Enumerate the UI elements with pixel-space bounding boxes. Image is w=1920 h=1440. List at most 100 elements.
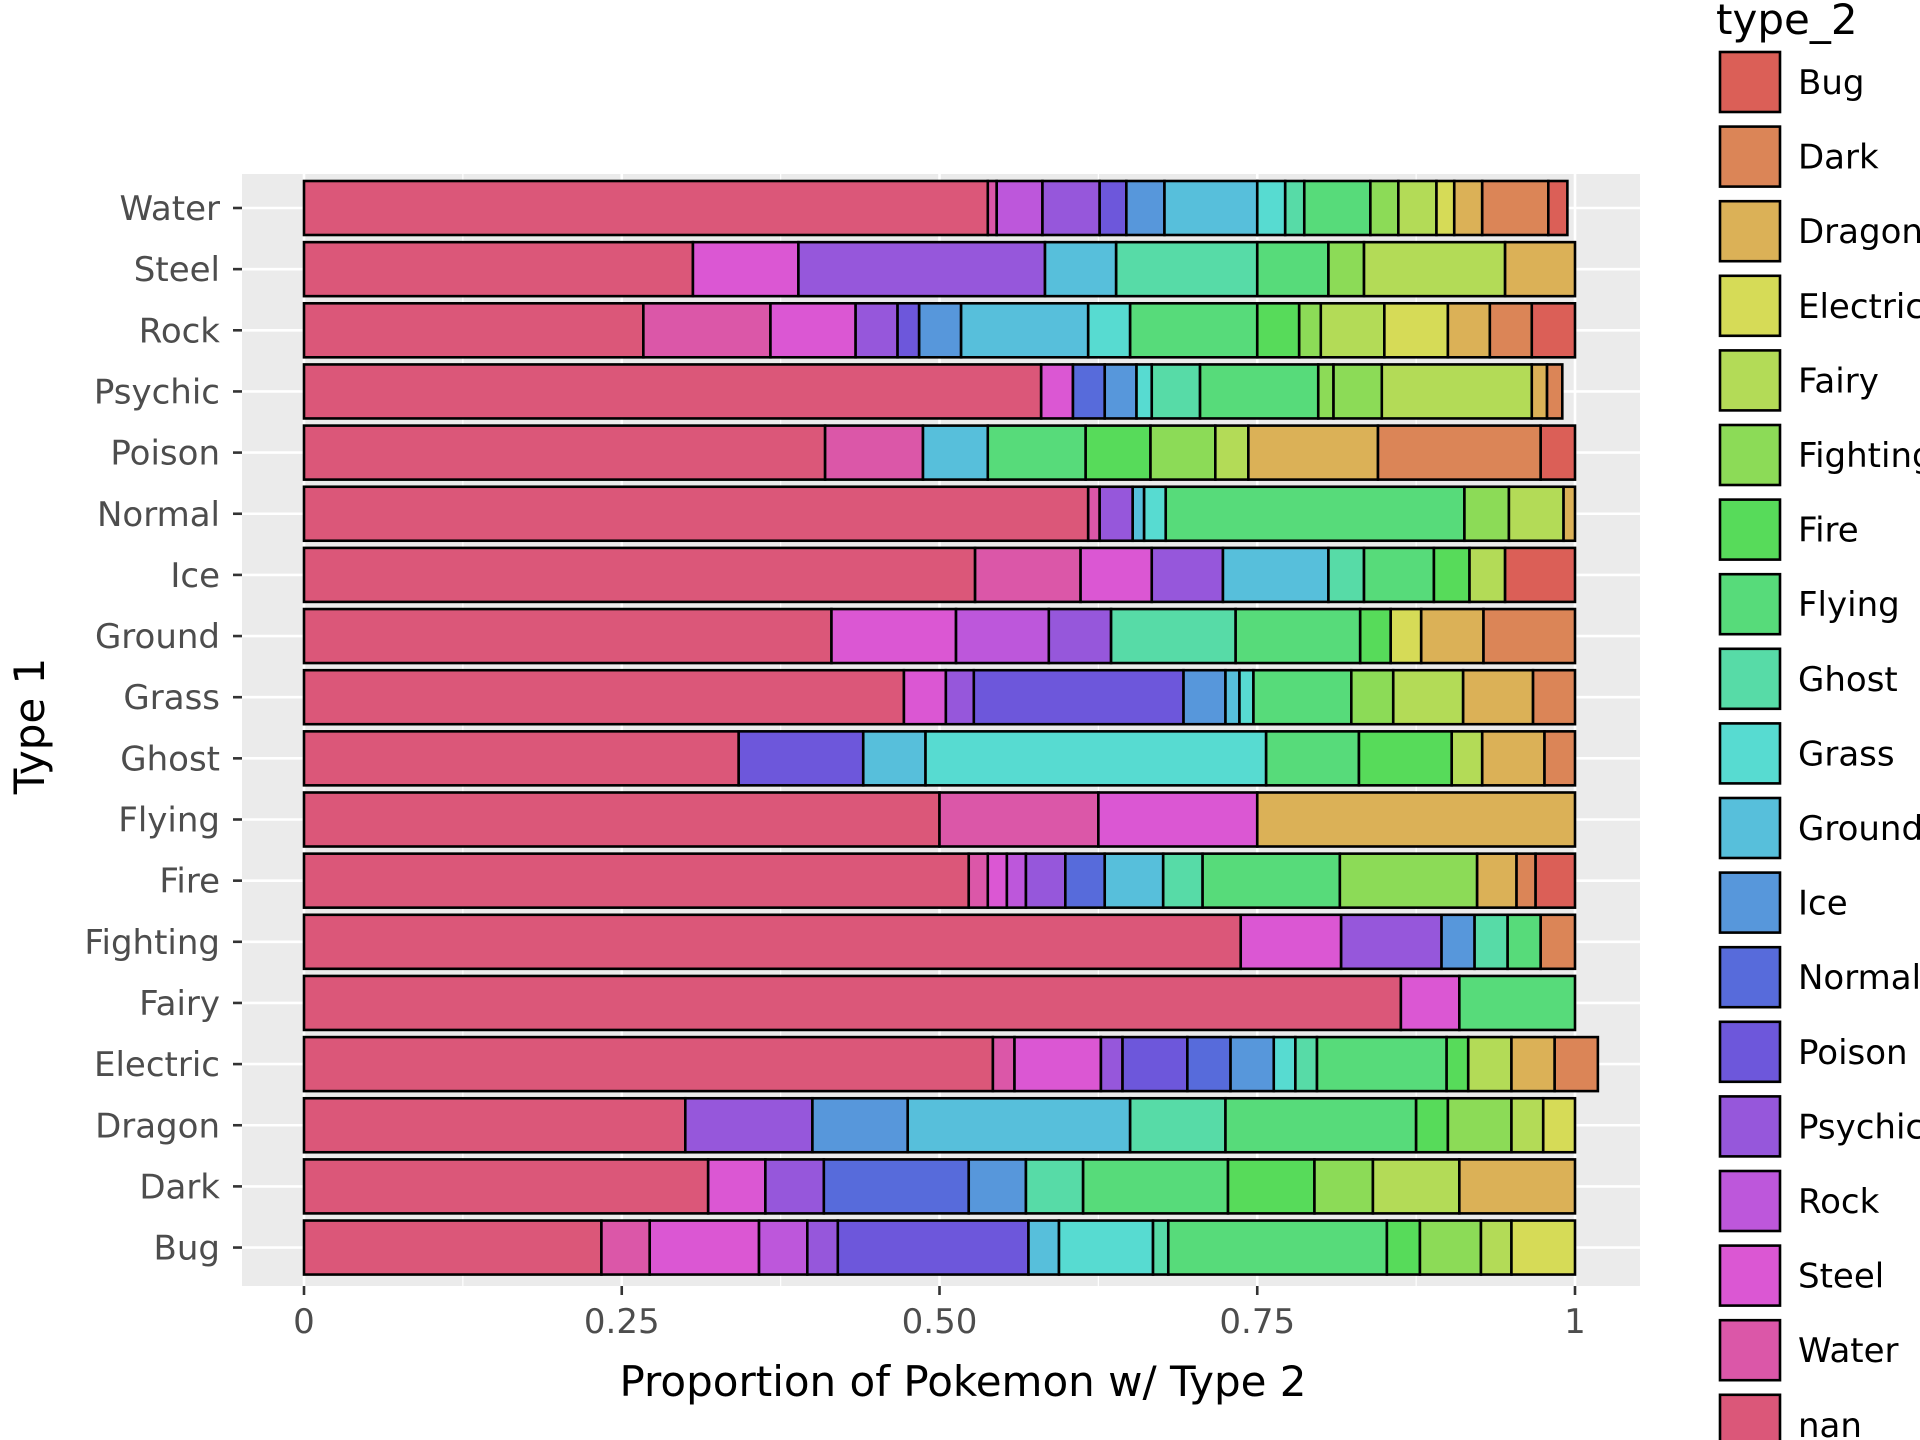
y-tick-label: Fire [159, 862, 220, 902]
bar-segment-dragon [1510, 1035, 1556, 1093]
bar-segment-steel [1079, 546, 1154, 604]
bar-rock [302, 301, 1577, 359]
legend: type_2 Bug Dark Dragon Electric Fairy Fightin… [1716, 0, 1920, 1440]
bar-segment-ground [921, 424, 990, 481]
bar-segment-grass [1135, 363, 1154, 420]
bar-segment-electric [1389, 607, 1423, 665]
bar-segment-psychic [1150, 546, 1225, 604]
bar-segment-dark [1531, 668, 1577, 726]
legend-item-bug: Bug [1718, 50, 1864, 114]
bar-segment-water [938, 791, 1100, 848]
bar-segment-fairy [1214, 424, 1250, 481]
bar-segment-psychic [944, 668, 976, 726]
bar-segment-fairy [1507, 485, 1565, 543]
bar-segment-ice [917, 301, 963, 359]
legend-key-swatch [1718, 1020, 1782, 1084]
bar-segment-fighting [1350, 668, 1395, 726]
bar-segment-psychic [1339, 913, 1443, 971]
y-tick-label: Ice [170, 556, 220, 596]
bar-psychic [302, 363, 1564, 420]
bar-segment-dark [1543, 730, 1577, 787]
legend-item-ghost: Ghost [1718, 647, 1898, 711]
bar-flying [302, 791, 1577, 848]
bar-segment-fairy [1397, 179, 1438, 237]
y-tick-label: Psychic [94, 372, 220, 412]
bar-segment-ghost [1151, 1219, 1170, 1276]
legend-key-swatch [1718, 871, 1782, 934]
bar-segment-water [991, 1035, 1016, 1093]
bar-segment-steel [1013, 1035, 1103, 1093]
bar-segment-steel [1097, 791, 1259, 848]
bar-segment-fire [1358, 607, 1393, 665]
bar-ground [302, 607, 1577, 665]
bar-segment-nan [302, 791, 941, 848]
bar-segment-nan [302, 546, 977, 604]
bar-segment-grass [1057, 1219, 1155, 1276]
legend-title: type_2 [1716, 0, 1858, 44]
y-tick-label: Fairy [139, 984, 220, 1024]
legend-label: Grass [1798, 734, 1895, 774]
bar-segment-poison [896, 301, 921, 359]
bar-segment-grass [924, 730, 1268, 787]
legend-key-swatch [1718, 199, 1782, 263]
y-tick-label: Water [119, 189, 220, 229]
bar-segment-fighting [1327, 240, 1366, 298]
bar-segment-steel [648, 1219, 761, 1276]
bar-segment-nan [302, 179, 990, 237]
y-tick-label: Rock [139, 311, 221, 351]
bar-segment-ghost [1150, 363, 1202, 420]
legend-item-nan: nan [1718, 1393, 1862, 1440]
legend-label: Flying [1798, 585, 1900, 625]
bar-segment-flying [1264, 730, 1361, 787]
bar-segment-fire [1357, 730, 1454, 787]
legend-item-rock: Rock [1718, 1169, 1880, 1233]
bar-segment-fairy [1479, 1219, 1513, 1276]
bar-segment-nan [302, 301, 645, 359]
bar-segment-water [823, 424, 925, 481]
bar-poison [302, 424, 1577, 481]
bar-segment-electric [1383, 301, 1450, 359]
legend-item-normal: Normal [1718, 945, 1920, 1009]
bar-segment-ghost [1114, 240, 1259, 298]
bar-grass [302, 668, 1577, 726]
bar-segment-nan [302, 363, 1043, 420]
legend-item-ground: Ground [1718, 796, 1920, 860]
bar-segment-nan [302, 424, 827, 481]
legend-key-swatch [1718, 274, 1782, 338]
bar-segment-flying [1234, 607, 1362, 665]
y-tick-label: Dark [139, 1167, 220, 1207]
bar-segment-ice [1125, 179, 1166, 237]
legend-label: Normal [1798, 958, 1920, 998]
bar-segment-nan [302, 913, 1243, 971]
y-tick-label: Steel [134, 250, 220, 290]
legend-item-electric: Electric [1718, 274, 1920, 338]
bar-segment-dark [1515, 852, 1537, 909]
bar-segment-psychic [806, 1219, 840, 1276]
legend-label: Poison [1798, 1033, 1908, 1073]
legend-label: Fire [1798, 511, 1859, 551]
bar-segment-flying [1362, 546, 1436, 604]
bar-fairy [302, 974, 1577, 1032]
bar-segment-grass [1238, 668, 1255, 726]
bar-segment-dragon [1503, 240, 1577, 298]
bar-segment-flying [1506, 913, 1542, 971]
bar-segment-flying [1252, 668, 1353, 726]
bar-segment-fighting [1316, 363, 1335, 420]
y-tick-label: Grass [123, 678, 220, 718]
bar-segment-dragon [1419, 607, 1485, 665]
bar-segment-water [967, 852, 990, 909]
bar-segment-steel [1399, 974, 1461, 1032]
bar-segment-ground [906, 1096, 1132, 1154]
x-axis-title: Proportion of Pokemon w/ Type 2 [619, 1357, 1306, 1406]
bar-segment-grass [1142, 485, 1168, 543]
bar-segment-nan [302, 240, 695, 298]
bar-segment-flying [1201, 852, 1342, 909]
bar-segment-grass [1255, 179, 1287, 237]
legend-item-dragon: Dragon [1718, 199, 1920, 263]
bar-segment-normal [822, 1158, 971, 1215]
bar-segment-ice [1182, 668, 1227, 726]
bar-segment-ghost [1327, 546, 1366, 604]
legend-item-poison: Poison [1718, 1020, 1908, 1084]
legend-label: Ice [1798, 884, 1848, 924]
legend-label: Electric [1798, 287, 1920, 327]
